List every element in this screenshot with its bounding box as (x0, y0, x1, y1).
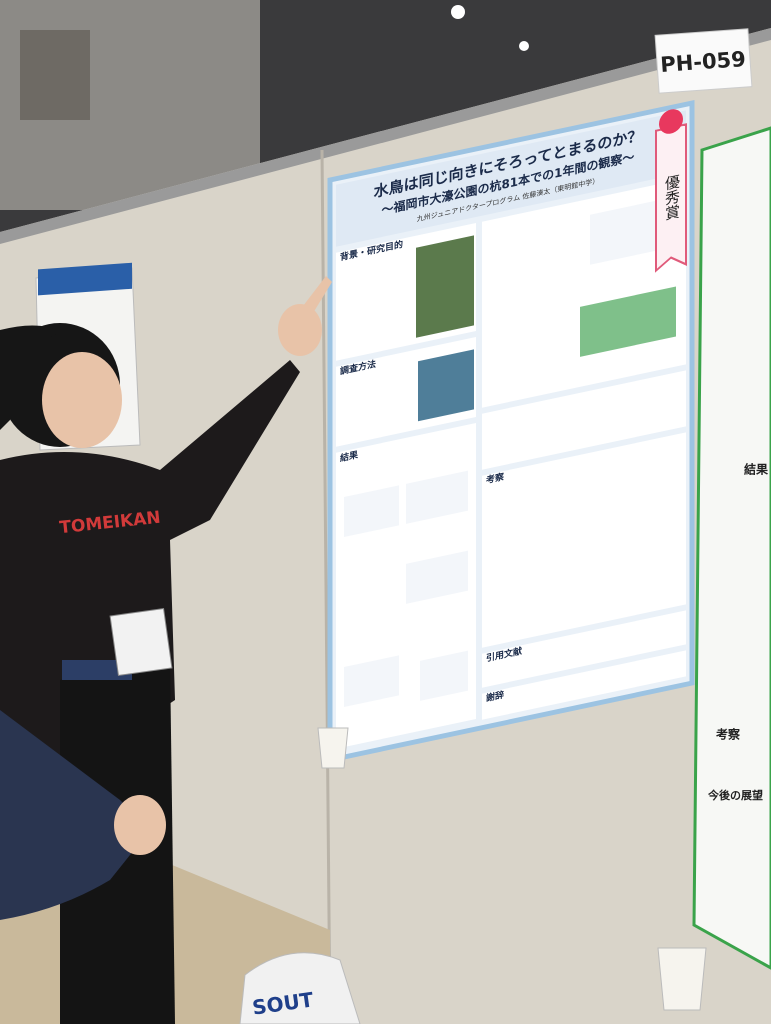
other-person-jacket (0, 710, 150, 920)
section-box (482, 650, 686, 720)
ceiling-light (519, 41, 529, 51)
cup (657, 947, 707, 1011)
map-photo (416, 235, 474, 338)
far-poster-header (38, 262, 132, 296)
chart-thumbnail (344, 655, 399, 708)
wall-top-rail (0, 28, 771, 244)
award-text: 優秀賞 (663, 173, 681, 222)
neighbor-section-heading: 考察 (716, 727, 741, 742)
chart-thumbnail (420, 650, 468, 701)
belt (62, 660, 132, 680)
chart-thumbnail (580, 286, 676, 357)
other-person-hand (114, 795, 166, 855)
balcony (20, 30, 90, 120)
chart-thumbnail (344, 485, 399, 538)
name-badge (109, 607, 173, 677)
pond-photo (418, 349, 474, 422)
section-heading: 謝辞 (486, 689, 504, 705)
pointing-finger (300, 276, 332, 318)
bag (239, 952, 361, 1024)
section-box (482, 610, 686, 688)
booth-label (654, 28, 753, 94)
section-box (482, 370, 686, 470)
face (42, 352, 122, 448)
poster: 水鳥は同じ向きにそろってとまるのか？ ～福岡市大濠公園の杭81本での1年間の観察… (327, 100, 695, 764)
person: TOMEIKAN (0, 276, 332, 1024)
section-box (482, 432, 686, 648)
hair-fringe (0, 325, 60, 430)
poster-title-box (336, 110, 686, 247)
award-rosette (659, 109, 683, 134)
booth-label-text: PH-059 (660, 47, 747, 77)
cup (317, 727, 349, 769)
neighbor-section-heading: 今後の展望 (707, 788, 763, 802)
neighbor-poster (692, 126, 771, 970)
chart-thumbnail (590, 197, 670, 265)
chart-thumbnail (406, 470, 468, 524)
hand (278, 304, 322, 356)
chart-thumbnail (406, 550, 468, 604)
ceiling-light (451, 5, 465, 19)
result-charts (344, 470, 468, 708)
neighbor-section-heading: 結果 (744, 462, 768, 477)
